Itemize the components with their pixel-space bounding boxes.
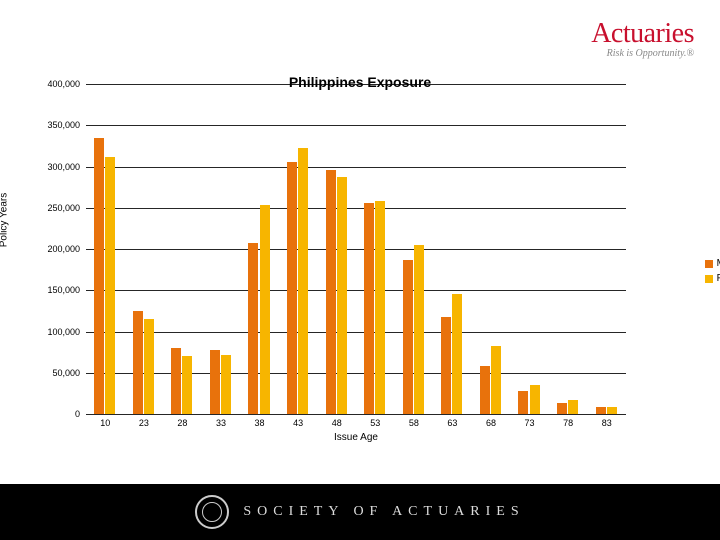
bar-female	[260, 205, 270, 414]
bar-female	[375, 201, 385, 414]
bar-male	[94, 138, 104, 414]
y-axis-label: Policy Years	[0, 193, 10, 247]
bar-male	[171, 348, 181, 414]
grid-line	[86, 414, 626, 415]
bar-female	[491, 346, 501, 414]
bar-female	[337, 177, 347, 414]
bar-male	[403, 260, 413, 414]
brand-block: Actuaries Risk is Opportunity.®	[591, 18, 694, 59]
x-tick-label: 53	[370, 414, 380, 428]
legend: Male Female	[705, 254, 720, 288]
legend-swatch	[705, 260, 713, 268]
bar-female	[414, 245, 424, 414]
bar-male	[326, 170, 336, 414]
bar-male	[518, 391, 528, 414]
legend-label: Male	[717, 258, 720, 269]
x-tick-label: 10	[100, 414, 110, 428]
legend-item: Female	[705, 273, 720, 284]
bar-female	[452, 294, 462, 414]
bar-female	[607, 407, 617, 414]
bar-male	[480, 366, 490, 414]
x-tick-label: 78	[563, 414, 573, 428]
bar-male	[287, 162, 297, 414]
grid-line	[86, 125, 626, 126]
x-tick-label: 63	[447, 414, 457, 428]
x-tick-label: 38	[255, 414, 265, 428]
x-tick-label: 68	[486, 414, 496, 428]
bar-male	[364, 203, 374, 414]
grid-line	[86, 249, 626, 250]
bar-male	[557, 403, 567, 414]
y-tick-label: 250,000	[47, 203, 86, 213]
bar-female	[568, 400, 578, 414]
y-tick-label: 200,000	[47, 244, 86, 254]
bar-female	[530, 385, 540, 414]
legend-swatch	[705, 275, 713, 283]
x-axis-label: Issue Age	[86, 414, 626, 443]
y-tick-label: 50,000	[52, 368, 86, 378]
grid-line	[86, 332, 626, 333]
bar-female	[144, 319, 154, 414]
x-tick-label: 43	[293, 414, 303, 428]
x-tick-label: 58	[409, 414, 419, 428]
y-tick-label: 350,000	[47, 120, 86, 130]
grid-line	[86, 373, 626, 374]
legend-item: Male	[705, 258, 720, 269]
x-tick-label: 28	[177, 414, 187, 428]
y-tick-label: 400,000	[47, 79, 86, 89]
x-tick-label: 48	[332, 414, 342, 428]
bar-male	[441, 317, 451, 414]
slide: Actuaries Risk is Opportunity.® Philippi…	[0, 0, 720, 540]
bar-female	[182, 356, 192, 414]
soa-seal-icon	[195, 495, 229, 529]
legend-label: Female	[717, 273, 720, 284]
bar-female	[221, 355, 231, 414]
x-tick-label: 23	[139, 414, 149, 428]
grid-line	[86, 167, 626, 168]
y-tick-label: 100,000	[47, 327, 86, 337]
bar-male	[248, 243, 258, 414]
y-tick-label: 150,000	[47, 285, 86, 295]
brand-tagline: Risk is Opportunity.®	[591, 48, 694, 59]
bar-female	[298, 148, 308, 414]
y-tick-label: 300,000	[47, 162, 86, 172]
bar-female	[105, 157, 115, 414]
x-tick-label: 73	[525, 414, 535, 428]
brand-name: Actuaries	[591, 18, 694, 50]
bar-male	[596, 407, 606, 414]
grid-line	[86, 84, 626, 85]
grid-line	[86, 290, 626, 291]
plot-area: Issue Age 050,000100,000150,000200,00025…	[86, 84, 626, 414]
chart-container: Philippines Exposure Policy Years Issue …	[30, 84, 690, 454]
bar-male	[210, 350, 220, 414]
bar-male	[133, 311, 143, 414]
grid-line	[86, 208, 626, 209]
x-tick-label: 83	[602, 414, 612, 428]
x-tick-label: 33	[216, 414, 226, 428]
y-tick-label: 0	[75, 409, 86, 419]
footer-bar: SOCIETY OF ACTUARIES	[0, 484, 720, 540]
footer-org: SOCIETY OF ACTUARIES	[243, 504, 524, 520]
